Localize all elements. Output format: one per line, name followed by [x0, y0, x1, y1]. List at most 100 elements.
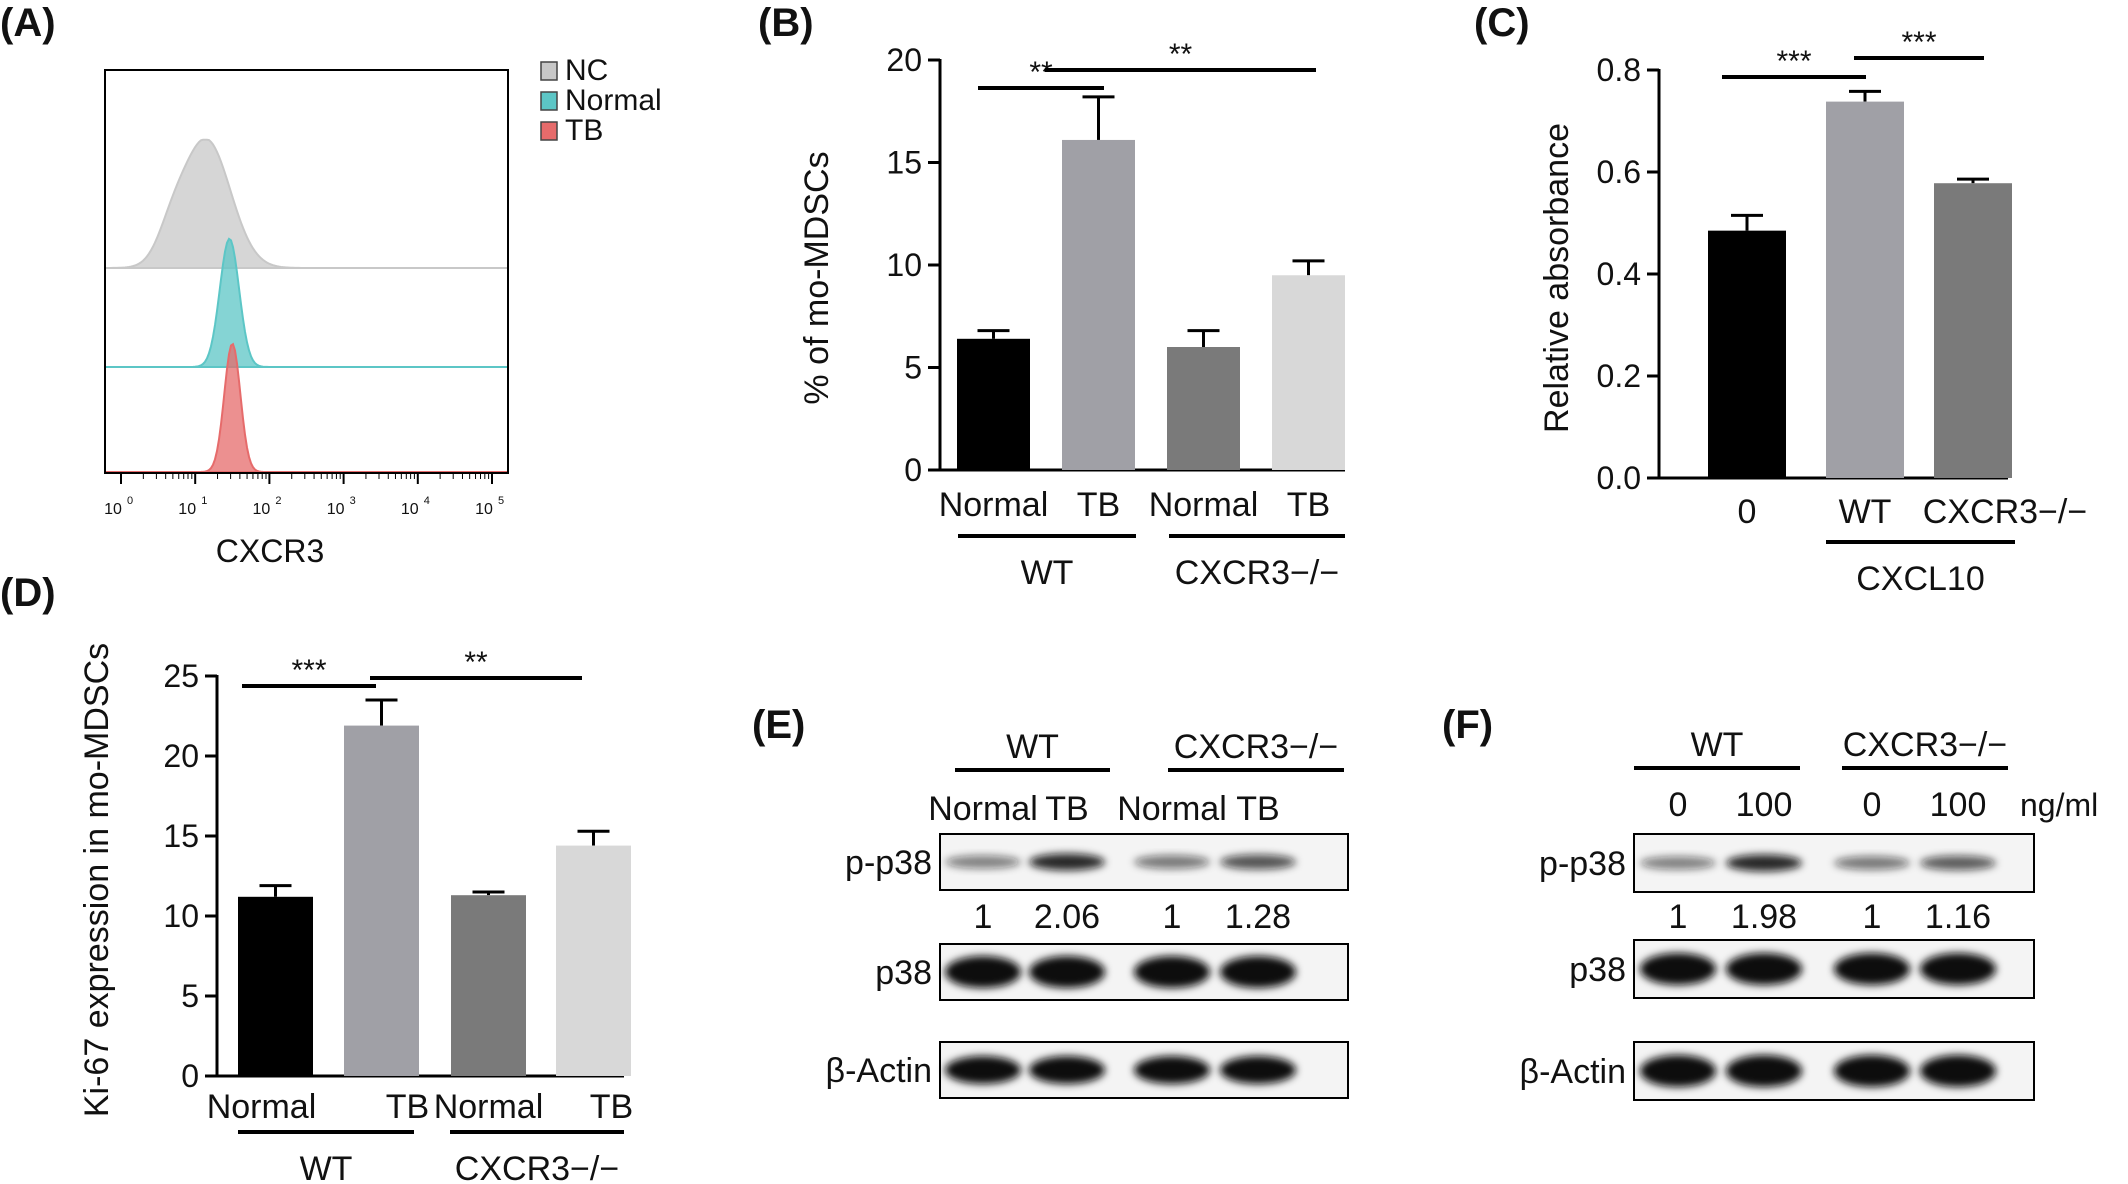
blot-group-label: WT: [1006, 728, 1059, 766]
blot-lane-label: TB: [1045, 790, 1088, 828]
histogram-tb-curve: [105, 342, 508, 473]
y-axis-label: % of mo-MDSCs: [798, 151, 836, 404]
blot-band: [1640, 1055, 1716, 1087]
panel-e: (E) WT CXCR3−/−Normal TB Normal TBp-p38p38β-…: [752, 703, 1349, 1099]
y-axis-label: Ki-67 expression in mo-MDSCs: [78, 643, 116, 1117]
bar: [957, 338, 1030, 470]
blot-band: [1920, 953, 1996, 985]
category-label: Normal: [939, 486, 1049, 524]
histogram-x-tick-label: 10: [253, 501, 271, 518]
blot-band: [1640, 856, 1716, 870]
blot-quant-value: 1: [1163, 898, 1182, 936]
category-label: TB: [1287, 486, 1330, 524]
bar: [451, 895, 526, 1076]
blot-lane-label: TB: [1236, 790, 1279, 828]
panel-f-label: (F): [1442, 703, 1493, 747]
significance-stars: ***: [1776, 45, 1811, 78]
category-label: TB: [590, 1088, 633, 1126]
blot-band: [1220, 956, 1296, 988]
blot-quant-value: 1: [1863, 898, 1882, 936]
panel-b-label: (B): [758, 1, 814, 45]
histogram-x-tick-exponent: 2: [275, 495, 281, 507]
blot-band: [945, 1056, 1021, 1084]
blot-group-label: WT: [1691, 726, 1744, 764]
category-label: Normal: [1149, 486, 1259, 524]
blot-band: [1640, 953, 1716, 985]
blot-row-label: β-Actin: [1520, 1053, 1626, 1091]
y-axis-label: Relative absorbance: [1538, 123, 1576, 433]
y-tick-label: 0.8: [1597, 52, 1641, 88]
blot-row-label: β-Actin: [826, 1052, 932, 1090]
panel-e-label: (E): [752, 703, 805, 747]
histogram-frame: [104, 69, 509, 474]
histogram-x-tick-exponent: 1: [201, 495, 207, 507]
blot-quant-value: 1: [974, 898, 993, 936]
bar: [1062, 139, 1135, 470]
histogram-area: [104, 138, 508, 473]
blot-quant-value: 2.06: [1034, 898, 1100, 936]
blot-quant-value: 1.16: [1925, 898, 1991, 936]
histogram-x-tick-label: 10: [327, 501, 345, 518]
blot-lane-label: Normal: [1117, 790, 1227, 828]
category-label: Normal: [207, 1088, 317, 1126]
y-tick-label: 0: [904, 452, 922, 488]
blot-lane-label: 0: [1669, 786, 1688, 824]
y-tick-label: 0.0: [1597, 460, 1641, 496]
significance-stars: **: [464, 646, 488, 679]
legend-label-tb: TB: [565, 114, 603, 147]
category-label: Normal: [434, 1088, 544, 1126]
y-tick-label: 5: [181, 978, 199, 1014]
blot-band: [1726, 953, 1802, 985]
category-label: WT: [1839, 493, 1892, 531]
bar: [344, 725, 419, 1076]
panel-c-label: (C): [1474, 1, 1530, 45]
blot-band: [1029, 956, 1105, 988]
significance-stars: ***: [291, 654, 326, 687]
category-label: 0: [1738, 493, 1757, 531]
bar: [1167, 347, 1240, 470]
y-tick-label: 15: [886, 145, 922, 181]
blot-band: [945, 855, 1021, 869]
y-tick-label: 5: [904, 350, 922, 386]
bar: [1826, 101, 1904, 479]
histogram-x-tick-exponent: 0: [127, 495, 133, 507]
western-blot-e: WT CXCR3−/−Normal TB Normal TBp-p38p38β-Acti…: [826, 728, 1349, 1099]
blot-band: [1726, 854, 1802, 872]
legend-swatch-tb: [540, 121, 558, 141]
bar: [1708, 230, 1786, 478]
blot-band: [1029, 1056, 1105, 1084]
blot-quant-value: 1.98: [1731, 898, 1797, 936]
blot-lane-label: 100: [1930, 786, 1987, 824]
legend-label-nc: NC: [565, 54, 608, 87]
y-tick-label: 25: [163, 658, 199, 694]
y-tick-label: 15: [163, 818, 199, 854]
histogram-x-tick-exponent: 4: [424, 495, 430, 507]
histogram-x-tick-label: 10: [475, 501, 493, 518]
bar: [238, 896, 313, 1076]
panel-a-label: (A): [0, 1, 56, 45]
blot-row-label: p-p38: [845, 844, 932, 882]
y-tick-label: 10: [886, 247, 922, 283]
blot-group-label: CXCR3−/−: [1174, 728, 1338, 766]
blot-band: [1834, 1055, 1910, 1087]
blot-band: [1920, 855, 1996, 871]
blot-band: [1134, 1056, 1210, 1084]
blot-row-label: p38: [875, 954, 932, 992]
category-label: TB: [386, 1088, 429, 1126]
histogram-x-tick-label: 10: [401, 501, 419, 518]
y-tick-label: 20: [886, 42, 922, 78]
blot-band: [1029, 853, 1105, 871]
blot-band: [1726, 1055, 1802, 1087]
significance-stars: **: [1169, 38, 1193, 71]
group-label: WT: [300, 1150, 353, 1184]
histogram-x-tick-exponent: 5: [498, 495, 504, 507]
category-label: TB: [1077, 486, 1120, 524]
bar: [1934, 183, 2012, 478]
chart-b: 0 5 10 15 20 Normal TB Normal TB % of mo-MDSCs ** *…: [798, 38, 1345, 592]
histogram-x-ticks: 10 0 10 1 10 2 10 3 10 4 10 5: [104, 473, 504, 518]
